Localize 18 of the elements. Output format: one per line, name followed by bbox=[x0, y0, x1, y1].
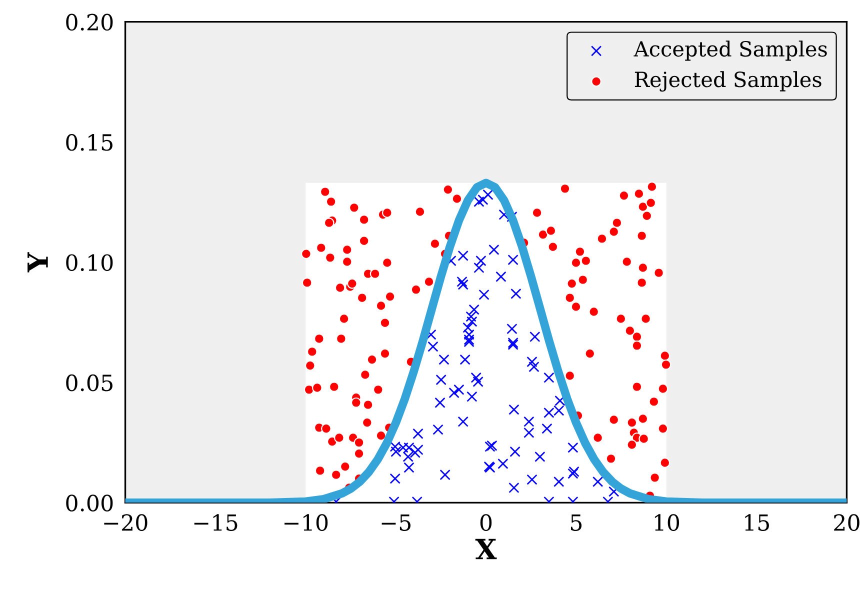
x-tick-label: 10 bbox=[654, 514, 680, 531]
x-tick-label: −15 bbox=[194, 514, 238, 531]
legend-label: Rejected Samples bbox=[634, 71, 822, 92]
y-tick-label: 0.05 bbox=[66, 374, 112, 392]
y-tick-label: 0.20 bbox=[66, 14, 113, 31]
x-tick-label: 20 bbox=[834, 514, 860, 531]
y-tick-label: 0.15 bbox=[66, 134, 112, 151]
y-tick-label: 0.10 bbox=[66, 254, 113, 272]
x-tick-label: 0 bbox=[480, 514, 492, 531]
x-tick-label: 15 bbox=[745, 514, 769, 531]
x-axis-title: X bbox=[475, 538, 497, 560]
x-tick-label: −20 bbox=[104, 514, 148, 531]
x-tick-label: 5 bbox=[571, 514, 582, 531]
y-tick-label: 0.00 bbox=[66, 494, 113, 512]
legend-label: Accepted Samples bbox=[634, 40, 827, 61]
x-tick-label: −5 bbox=[382, 514, 410, 531]
y-axis-title: Y bbox=[28, 252, 48, 272]
x-tick-label: −10 bbox=[284, 514, 328, 531]
